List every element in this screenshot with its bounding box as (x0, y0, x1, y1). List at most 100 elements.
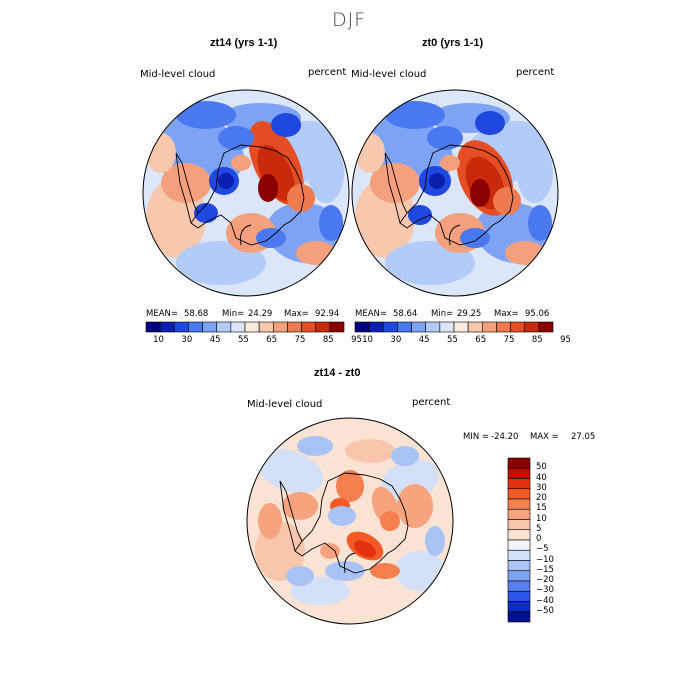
map-zt14-contour-region (231, 155, 251, 171)
panel2-mean-label: MEAN= (355, 309, 387, 319)
colorbar-top-left-tick-label: 30 (181, 335, 193, 345)
map-diff-contour-region (336, 470, 364, 502)
colorbar-diff-tick-label: −20 (536, 575, 554, 585)
colorbar-top-right-tick-label: 30 (390, 335, 402, 345)
map-diff-contour-region (286, 566, 314, 586)
colorbar-diff-tick-label: 40 (536, 472, 547, 483)
colorbar-top-left-swatch (230, 321, 246, 333)
colorbar-diff-tick-label: −5 (536, 544, 549, 555)
map-zt14-contour-region (161, 163, 211, 203)
panel1-min-label: Min= (222, 309, 245, 319)
map-zt0-contour-region (475, 111, 505, 135)
map-diff-contour-region (391, 446, 419, 466)
colorbar-diff-tick-label: −10 (536, 554, 554, 565)
diff-max-label: MAX = (530, 432, 559, 442)
colorbar-diff-swatch (507, 611, 531, 623)
map-diff-ice-shelf (344, 552, 356, 574)
colorbar-top-left-swatch (202, 321, 218, 333)
colorbar-top-right-swatch (368, 321, 384, 333)
colorbar-top-left-swatch (244, 321, 260, 333)
map-zt0-boundary (351, 89, 559, 297)
colorbar-top-right-swatch (453, 321, 469, 333)
colorbar-diff-swatch (507, 508, 531, 520)
panel1-units: percent (308, 67, 347, 78)
panel1-max-value: 92.94 (315, 309, 340, 319)
map-zt0-field (352, 90, 558, 296)
colorbar-diff-tick-label: −30 (536, 585, 554, 596)
colorbar-top-left-swatch (258, 321, 274, 333)
colorbar-top-left-tick-label: 85 (322, 335, 334, 345)
colorbar-top-left-tick-label: 95 (351, 335, 362, 345)
panel2-units: percent (516, 67, 555, 78)
map-diff-contour-region (256, 448, 324, 494)
map-zt14-contour-region (146, 133, 176, 173)
map-diff-contour-region (282, 492, 318, 520)
map-zt14-contour-region (287, 184, 315, 212)
map-zt0-contour-region (370, 163, 420, 203)
map-zt14-contour-region (256, 228, 286, 248)
map-zt0-contour-region (355, 133, 385, 173)
panel1-max-label: Max= (284, 309, 309, 319)
colorbar-diff-swatch (507, 498, 531, 510)
map-zt14-contour-region (218, 173, 234, 189)
diff-variable: Mid-level cloud (247, 399, 323, 410)
map-diff-contour-region (395, 551, 445, 591)
colorbar-top-right-tick-label: 65 (475, 335, 487, 345)
colorbar-diff-tick-label: 15 (536, 503, 547, 514)
panel1-title: zt14 (yrs 1-1) (210, 37, 278, 49)
map-zt0-contour-region (408, 205, 432, 225)
map-diff-contour-region (258, 503, 282, 539)
map-zt14-contour-region (319, 205, 343, 241)
colorbar-diff-tick-label: −50 (536, 605, 554, 616)
map-diff-contour-region (354, 540, 376, 558)
colorbar-top-left-swatch (173, 321, 189, 333)
diff-min-label: MIN = (463, 432, 490, 442)
colorbar-top-right-tick-label: 55 (447, 335, 458, 345)
panel2-min-value: 29.25 (457, 309, 482, 319)
map-zt0-contour-region (517, 143, 553, 203)
diff-title: zt14 - zt0 (314, 367, 361, 379)
panel1-min-value: 24.29 (248, 309, 273, 319)
map-zt0-contour-region (427, 126, 463, 150)
colorbar-top-right-tick-label: 75 (503, 335, 515, 345)
map-zt0-contour-region (493, 187, 521, 215)
map-zt14-contour-region (194, 203, 218, 223)
map-zt0-contour-region (470, 179, 490, 207)
colorbar-top-right-swatch (510, 321, 526, 333)
panel2-min-label: Min= (431, 309, 454, 319)
map-diff-contour-region (425, 526, 445, 556)
colorbar-top-right-swatch (397, 321, 412, 333)
colorbar-top-right-swatch (467, 321, 483, 333)
colorbar-top-right-swatch (354, 321, 370, 333)
colorbar-diff-swatch (507, 590, 531, 602)
map-diff-contour-region (297, 436, 333, 456)
map-diff-boundary (246, 417, 454, 625)
colorbar-diff-swatch (507, 457, 531, 469)
map-zt0-contour-region (385, 101, 445, 129)
panel1-mean-value: 58.68 (184, 309, 209, 319)
colorbar-diff-tick-label: 0 (536, 534, 542, 544)
map-zt14-contour-region (218, 126, 254, 150)
colorbar-diff-swatch (507, 549, 531, 561)
colorbar-top-right-swatch (481, 321, 497, 333)
map-zt14-contour-region (308, 143, 344, 203)
map-diff-field (247, 418, 453, 624)
map-zt0-peninsula (384, 152, 408, 224)
colorbar-diff-swatch (507, 488, 531, 500)
map-zt14-contour-region (271, 113, 301, 137)
colorbar-top-left-tick-label: 45 (209, 335, 221, 345)
colorbar-diff-tick-label: 30 (536, 482, 547, 493)
colorbar-diff-tick-label: 5 (536, 523, 542, 534)
map-zt0-contour-region (440, 155, 460, 171)
map-zt0-contour-region (460, 228, 490, 248)
panel2-mean-value: 58.64 (393, 309, 418, 319)
colorbar-top-right-tick-label: 10 (362, 335, 373, 345)
map-zt14-peninsula (175, 152, 199, 224)
colorbar-diff-swatch (507, 478, 531, 490)
colorbar-top-right-swatch (439, 321, 455, 333)
map-zt0-ice-shelf (449, 224, 461, 246)
map-diff-contour-region (328, 506, 356, 526)
diff-max-value: 27.05 (571, 432, 596, 442)
colorbar-diff-tick-label: −40 (536, 595, 554, 606)
colorbar-top-left-swatch (287, 321, 302, 333)
